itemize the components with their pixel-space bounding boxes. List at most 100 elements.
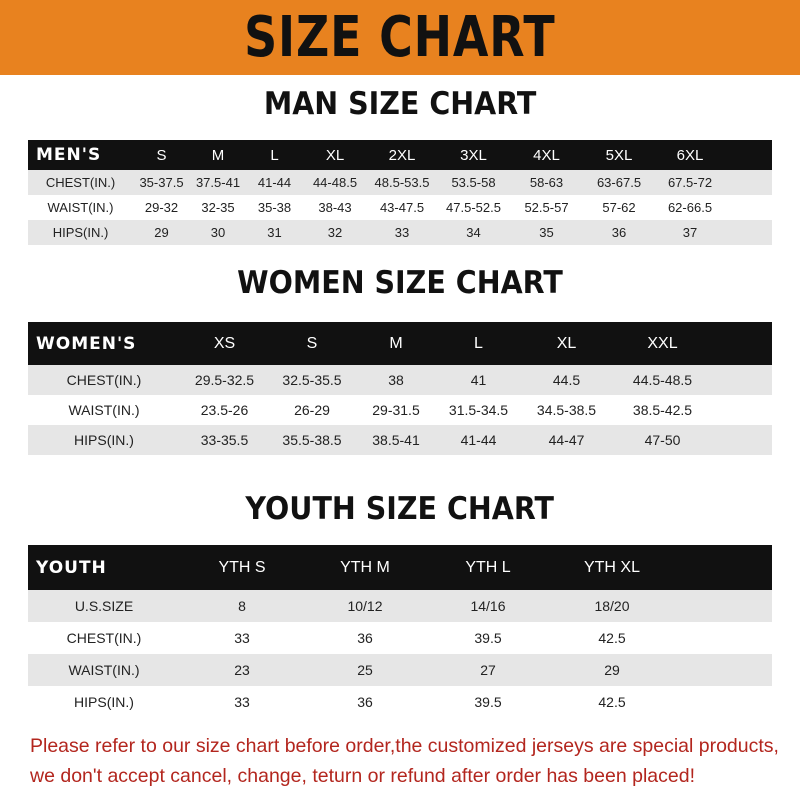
table-cell: 2XL <box>388 146 416 164</box>
order-notice: Please refer to our size chart before or… <box>30 731 790 791</box>
table-cell: 41-44 <box>460 432 497 448</box>
table-cell: 38-43 <box>318 200 352 215</box>
table-cell: 38 <box>388 372 404 388</box>
table-row: HIPS(IN.) 29 30 31 32 33 34 35 36 37 <box>28 220 772 245</box>
table-cell: 57-62 <box>602 200 636 215</box>
row-label: U.S.SIZE <box>74 598 134 614</box>
table-cell: 58-63 <box>529 175 564 190</box>
table-row: HIPS(IN.) 33 36 39.5 42.5 <box>28 686 772 718</box>
table-cell: 10/12 <box>347 598 383 614</box>
table-cell: 52.5-57 <box>524 200 569 215</box>
table-cell: 35-38 <box>257 200 292 215</box>
table-cell: 35-37.5 <box>139 175 184 190</box>
row-label: HIPS(IN.) <box>52 225 109 240</box>
table-cell: XL <box>556 334 577 352</box>
women-size-table: WOMEN'S XS S M L XL XXL CHEST(IN.) 29.5-32.5 32.5… <box>28 322 772 455</box>
table-cell: YTH L <box>465 558 511 576</box>
table-cell: 3XL <box>460 146 487 164</box>
table-header-row: YOUTH YTH S YTH M YTH L YTH XL <box>28 545 772 590</box>
row-label: CHEST(IN.) <box>66 372 142 388</box>
table-cell: 29 <box>154 225 169 240</box>
table-cell: 35.5-38.5 <box>282 432 342 448</box>
table-cell: 48.5-53.5 <box>374 175 430 190</box>
table-cell: XXL <box>647 334 678 352</box>
table-cell: 26-29 <box>294 402 330 418</box>
table-cell: 34.5-38.5 <box>536 402 597 418</box>
table-cell: 39.5 <box>474 630 502 646</box>
row-label: WAIST(IN.) <box>47 200 114 215</box>
table-cell: 8 <box>238 598 246 614</box>
table-cell: 14/16 <box>470 598 506 614</box>
table-cell: L <box>270 146 279 164</box>
table-cell: 42.5 <box>598 694 626 710</box>
table-row: WAIST(IN.) 23.5-26 26-29 29-31.5 31.5-34.5 34… <box>28 395 772 425</box>
table-cell: 36 <box>611 225 627 240</box>
table-cell: 43-47.5 <box>379 200 425 215</box>
table-cell: 33-35.5 <box>200 432 249 448</box>
men-section-title: MAN SIZE CHART <box>263 86 537 122</box>
row-label: CHEST(IN.) <box>66 630 142 646</box>
table-row: CHEST(IN.) 29.5-32.5 32.5-35.5 38 41 44.5 44.5… <box>28 365 772 395</box>
table-cell: S <box>156 146 167 164</box>
table-cell: 44.5 <box>552 372 581 388</box>
table-cell: 33 <box>394 225 410 240</box>
table-row: WAIST(IN.) 23 25 27 29 <box>28 654 772 686</box>
table-cell: S <box>306 334 318 352</box>
table-cell: YTH S <box>218 558 266 576</box>
table-cell: 44.5-48.5 <box>632 372 693 388</box>
table-cell: XS <box>213 334 236 352</box>
table-cell: 38.5-42.5 <box>632 402 693 418</box>
table-cell: 4XL <box>533 146 560 164</box>
table-cell: L <box>474 334 483 352</box>
table-cell: 63-67.5 <box>596 175 642 190</box>
table-cell: 36 <box>357 630 373 646</box>
table-cell: M <box>389 334 403 352</box>
table-cell: 23.5-26 <box>200 402 249 418</box>
table-row: CHEST(IN.) 33 36 39.5 42.5 <box>28 622 772 654</box>
table-cell: 33 <box>234 630 250 646</box>
table-cell: YTH M <box>340 558 390 576</box>
table-header-row: WOMEN'S XS S M L XL XXL <box>28 322 772 365</box>
youth-size-table: YOUTH YTH S YTH M YTH L YTH XL U.S.SIZE 8 10/12… <box>28 545 772 718</box>
row-label: HIPS(IN.) <box>74 694 134 710</box>
table-cell: 31 <box>267 225 282 240</box>
table-cell: 32 <box>327 225 343 240</box>
table-cell: 39.5 <box>474 694 502 710</box>
table-cell: 29-31.5 <box>372 402 420 418</box>
row-label: HIPS(IN.) <box>74 432 134 448</box>
table-cell: 62-66.5 <box>667 200 713 215</box>
table-cell: 44-48.5 <box>312 175 358 190</box>
table-cell: 53.5-58 <box>451 175 496 190</box>
banner-title: SIZE CHART <box>244 5 556 70</box>
table-header-row: MEN'S S M L XL 2XL 3XL 4XL 5XL 6XL <box>28 140 772 170</box>
table-row: WAIST(IN.) 29-32 32-35 35-38 38-43 43-47.5 47.… <box>28 195 772 220</box>
table-cell: 27 <box>480 662 496 678</box>
table-row: CHEST(IN.) 35-37.5 37.5-41 41-44 44-48.5 48.5… <box>28 170 772 195</box>
table-cell: 29.5-32.5 <box>194 372 255 388</box>
order-notice-line-1: Please refer to our size chart before or… <box>30 735 779 757</box>
table-cell: 32-35 <box>201 200 235 215</box>
table-cell: 29 <box>604 662 620 678</box>
table-cell: 37.5-41 <box>195 175 241 190</box>
row-label: WAIST(IN.) <box>68 402 140 418</box>
men-size-table: MEN'S S M L XL 2XL 3XL 4XL 5XL 6XL CHEST(IN.) 35-37… <box>28 140 772 245</box>
table-cell: 18/20 <box>594 598 630 614</box>
table-cell: 30 <box>210 225 226 240</box>
women-section-title: WOMEN SIZE CHART <box>237 265 563 301</box>
table-cell: 36 <box>357 694 373 710</box>
table-cell: 25 <box>357 662 373 678</box>
table-cell: 47.5-52.5 <box>446 200 501 215</box>
row-label: CHEST(IN.) <box>45 175 116 190</box>
table-cell: 5XL <box>605 146 633 164</box>
table-cell: 41 <box>470 372 487 388</box>
row-label: YOUTH <box>36 557 107 578</box>
youth-section-title: YOUTH SIZE CHART <box>245 491 555 527</box>
table-row: U.S.SIZE 8 10/12 14/16 18/20 <box>28 590 772 622</box>
table-cell: YTH XL <box>583 558 640 576</box>
table-cell: 44-47 <box>548 432 585 448</box>
table-cell: 42.5 <box>598 630 626 646</box>
table-cell: 23 <box>234 662 250 678</box>
table-cell: 29-32 <box>144 200 179 215</box>
table-cell: 31.5-34.5 <box>448 402 509 418</box>
table-cell: 67.5-72 <box>667 175 713 190</box>
